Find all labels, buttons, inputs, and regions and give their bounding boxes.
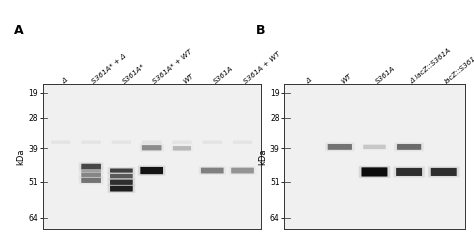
FancyBboxPatch shape: [359, 166, 390, 178]
FancyBboxPatch shape: [142, 145, 162, 150]
FancyBboxPatch shape: [108, 178, 135, 186]
FancyBboxPatch shape: [108, 184, 135, 193]
FancyBboxPatch shape: [362, 167, 387, 176]
Text: A: A: [14, 24, 24, 37]
FancyBboxPatch shape: [363, 145, 386, 149]
Text: B: B: [255, 24, 265, 37]
FancyBboxPatch shape: [79, 171, 103, 178]
FancyBboxPatch shape: [233, 141, 252, 144]
FancyBboxPatch shape: [110, 168, 133, 173]
FancyBboxPatch shape: [394, 142, 424, 151]
FancyBboxPatch shape: [396, 168, 422, 176]
FancyBboxPatch shape: [171, 145, 193, 152]
Y-axis label: kDa: kDa: [258, 148, 267, 165]
FancyBboxPatch shape: [138, 166, 165, 176]
FancyBboxPatch shape: [110, 174, 133, 178]
FancyBboxPatch shape: [201, 168, 224, 174]
FancyBboxPatch shape: [139, 144, 164, 152]
FancyBboxPatch shape: [172, 141, 191, 144]
FancyBboxPatch shape: [428, 167, 459, 177]
FancyBboxPatch shape: [110, 186, 133, 192]
FancyBboxPatch shape: [325, 142, 355, 151]
FancyBboxPatch shape: [81, 164, 101, 169]
FancyBboxPatch shape: [81, 173, 101, 177]
FancyBboxPatch shape: [112, 141, 131, 144]
FancyBboxPatch shape: [81, 178, 101, 183]
FancyBboxPatch shape: [81, 168, 101, 172]
FancyBboxPatch shape: [231, 168, 254, 174]
FancyBboxPatch shape: [173, 146, 191, 151]
FancyBboxPatch shape: [202, 141, 222, 144]
Y-axis label: kDa: kDa: [16, 148, 25, 165]
FancyBboxPatch shape: [393, 167, 425, 177]
FancyBboxPatch shape: [108, 167, 135, 174]
FancyBboxPatch shape: [79, 176, 103, 184]
FancyBboxPatch shape: [431, 168, 457, 176]
FancyBboxPatch shape: [199, 166, 226, 175]
FancyBboxPatch shape: [108, 172, 135, 180]
FancyBboxPatch shape: [51, 141, 71, 144]
FancyBboxPatch shape: [79, 167, 103, 174]
FancyBboxPatch shape: [360, 143, 389, 151]
FancyBboxPatch shape: [140, 167, 163, 174]
FancyBboxPatch shape: [79, 162, 103, 170]
FancyBboxPatch shape: [110, 180, 133, 185]
FancyBboxPatch shape: [229, 166, 256, 175]
FancyBboxPatch shape: [397, 144, 421, 150]
FancyBboxPatch shape: [82, 141, 101, 144]
FancyBboxPatch shape: [328, 144, 352, 150]
FancyBboxPatch shape: [142, 141, 161, 144]
